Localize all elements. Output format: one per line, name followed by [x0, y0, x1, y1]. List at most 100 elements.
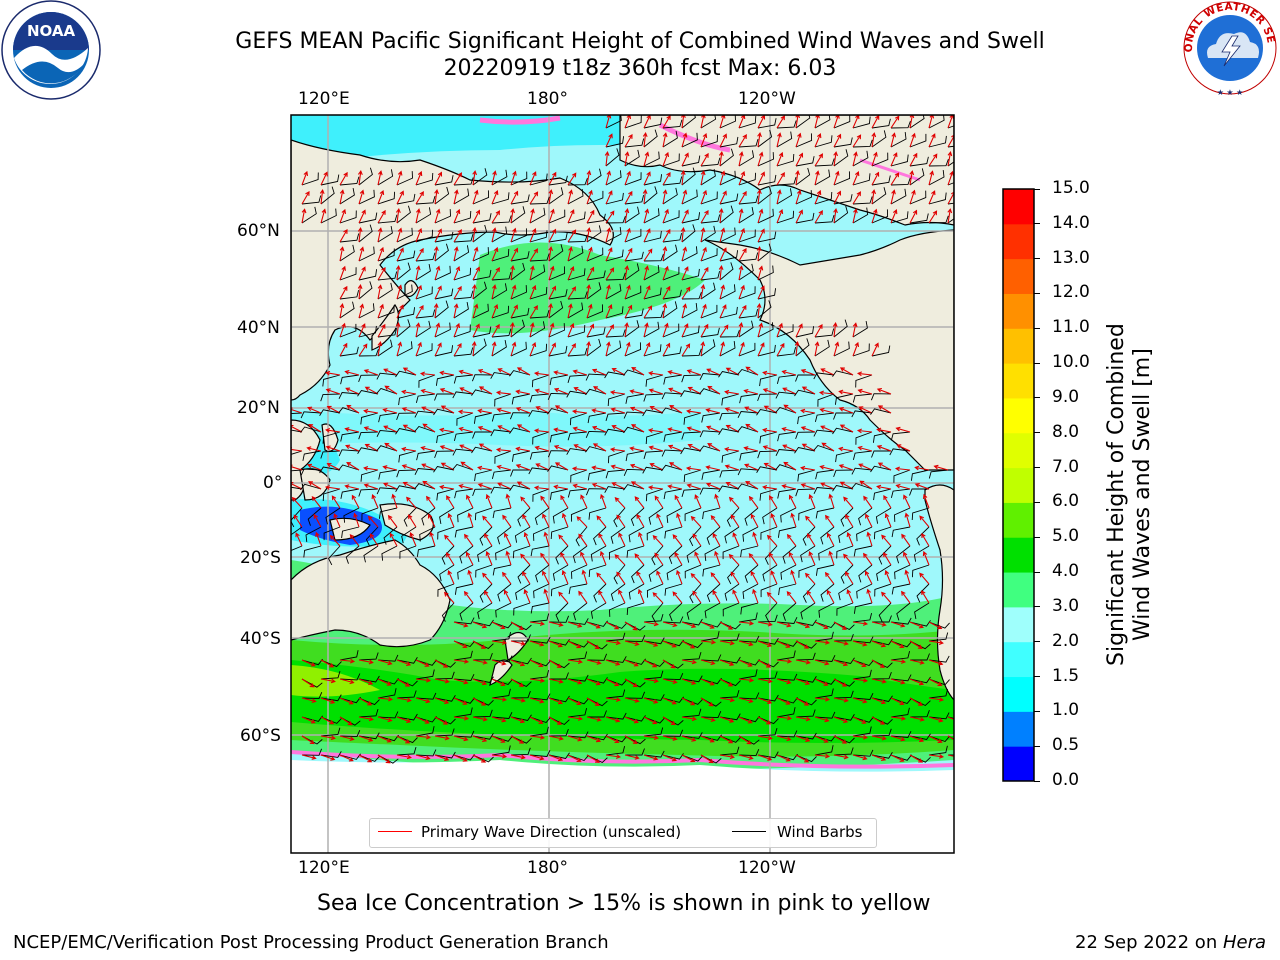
colorbar-tick-mark	[1034, 223, 1040, 225]
wave-direction-arrow	[339, 189, 345, 205]
wave-direction-arrow	[852, 171, 860, 186]
wave-direction-arrow	[922, 550, 930, 566]
wave-direction-arrow	[686, 408, 702, 414]
wave-direction-arrow	[402, 424, 417, 433]
wave-direction-arrow	[567, 229, 577, 243]
wind-barb	[795, 167, 811, 186]
wave-direction-arrow	[845, 514, 854, 528]
wave-direction-arrow	[629, 406, 645, 414]
wind-barb	[587, 710, 607, 718]
wind-barb	[840, 564, 854, 584]
wind-barb	[300, 468, 322, 476]
wave-direction-arrow	[808, 493, 816, 509]
wind-barb	[706, 526, 721, 545]
wind-barb	[719, 633, 740, 642]
wind-barb	[795, 732, 817, 740]
wind-barb	[718, 428, 740, 435]
wave-direction-arrow	[578, 533, 588, 547]
wind-barb	[586, 213, 606, 224]
wave-direction-arrow	[389, 532, 398, 547]
wind-barb	[838, 583, 854, 601]
wave-direction-arrow	[876, 387, 892, 395]
wave-direction-arrow	[560, 494, 569, 509]
wind-barb	[436, 431, 455, 444]
wind-barb	[434, 716, 456, 725]
wind-barb	[339, 244, 355, 262]
wind-barb	[776, 730, 798, 738]
wave-direction-arrow	[396, 247, 404, 262]
wave-direction-arrow	[681, 716, 697, 722]
wind-barb	[586, 282, 602, 300]
wave-direction-arrow	[339, 735, 355, 742]
wave-direction-arrow	[648, 370, 664, 376]
wave-direction-arrow	[421, 463, 436, 471]
wave-direction-arrow	[516, 481, 531, 490]
wave-direction-arrow	[567, 716, 584, 721]
wave-direction-arrow	[710, 514, 721, 528]
wave-direction-arrow	[838, 407, 854, 414]
wave-direction-arrow	[485, 550, 493, 566]
wave-direction-arrow	[567, 697, 582, 706]
wind-barb	[624, 172, 642, 186]
colorbar-tick-label: 11.0	[1052, 317, 1090, 338]
wave-direction-arrow	[839, 481, 854, 490]
wave-direction-arrow	[591, 425, 607, 433]
wave-direction-arrow	[738, 265, 744, 281]
wave-direction-arrow	[662, 697, 677, 705]
wave-direction-arrow	[662, 754, 677, 762]
wave-direction-arrow	[339, 171, 348, 186]
wave-direction-arrow	[472, 246, 479, 262]
wind-barb	[643, 208, 660, 224]
wave-direction-arrow	[402, 481, 417, 490]
wave-direction-arrow	[491, 621, 506, 630]
wave-direction-arrow	[591, 465, 607, 471]
wave-direction-arrow	[828, 493, 835, 509]
wind-barb	[833, 341, 850, 357]
wind-barb	[376, 445, 398, 452]
wind-barb	[398, 393, 417, 406]
wind-barb	[719, 136, 739, 148]
wave-direction-arrow	[725, 367, 740, 376]
wind-barb	[700, 214, 721, 224]
wind-barb	[357, 447, 379, 454]
wind-barb	[605, 621, 627, 629]
wave-direction-arrow	[662, 621, 678, 628]
wind-barb	[661, 464, 683, 472]
wind-barb	[681, 651, 702, 661]
wave-direction-arrow	[866, 531, 873, 547]
wave-direction-arrow	[643, 342, 651, 357]
wind-barb	[605, 148, 620, 167]
wave-direction-arrow	[890, 659, 907, 664]
wave-direction-arrow	[510, 190, 519, 205]
wind-barb	[401, 526, 417, 544]
wave-direction-arrow	[586, 659, 602, 665]
wind-barb	[605, 249, 624, 262]
wind-barb	[947, 161, 954, 167]
wave-direction-arrow	[700, 754, 714, 764]
wind-barb	[759, 488, 778, 501]
wind-barb	[567, 697, 589, 705]
wave-direction-arrow	[762, 427, 778, 433]
wave-direction-arrow	[662, 151, 670, 167]
wind-barb	[322, 488, 341, 502]
wave-direction-arrow	[786, 533, 797, 547]
wind-barb	[909, 190, 927, 205]
wave-direction-arrow	[611, 425, 626, 433]
wave-direction-arrow	[756, 245, 762, 262]
wave-direction-arrow	[548, 322, 555, 338]
wave-direction-arrow	[781, 369, 797, 376]
wave-direction-arrow	[795, 735, 811, 742]
wave-direction-arrow	[491, 735, 506, 743]
wind-barb	[377, 282, 393, 300]
wind-barb	[699, 430, 721, 438]
wave-direction-arrow	[421, 406, 436, 414]
wind-barb	[719, 678, 741, 687]
wind-barb	[471, 374, 493, 382]
wind-barb	[928, 688, 949, 699]
wave-direction-arrow	[718, 207, 724, 224]
wave-direction-arrow	[783, 461, 797, 471]
wind-barb	[833, 115, 851, 129]
wave-direction-arrow	[738, 754, 754, 761]
wind-barb	[491, 340, 507, 357]
wave-direction-arrow	[814, 341, 820, 357]
